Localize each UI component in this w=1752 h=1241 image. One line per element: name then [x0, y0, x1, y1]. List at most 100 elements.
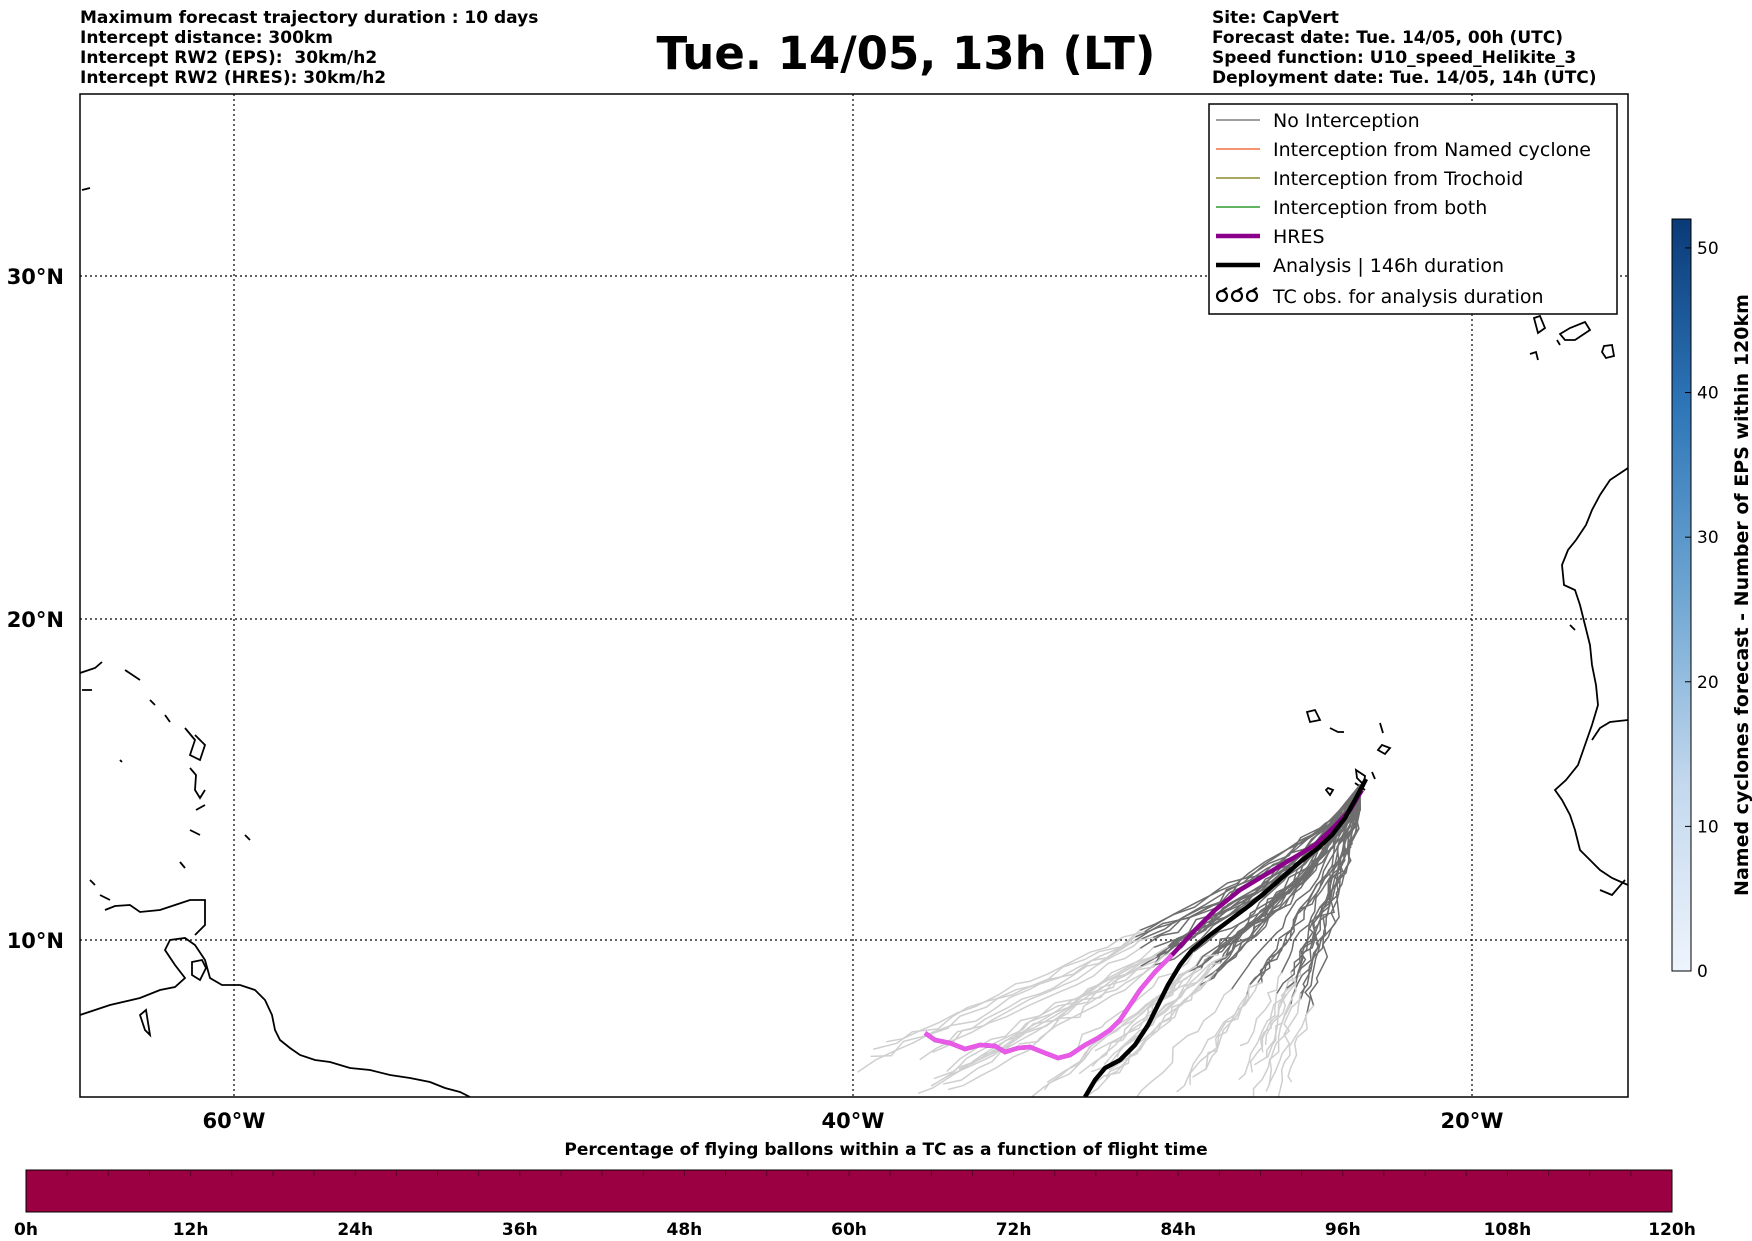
eps-trajectory	[1249, 987, 1287, 1073]
eps-trajectory	[1189, 984, 1251, 1085]
colorbar-right-tick-label: 10	[1697, 817, 1719, 837]
eps-trajectory	[1167, 784, 1361, 948]
colorbar-bottom-tick-label: 48h	[667, 1220, 703, 1240]
intercept-eps-text: Intercept RW2 (EPS): 30km/h2	[80, 48, 378, 68]
coast-caribbean-islands	[80, 661, 251, 936]
lat-tick-10n: 10°N	[7, 929, 64, 953]
eps-trajectory	[1205, 982, 1259, 1071]
lat-tick-20n: 20°N	[7, 608, 64, 632]
colorbar-bottom: 0h 12h 24h 36h 48h 60h 72h 84h 96h 108h 120h	[14, 1169, 1696, 1240]
coast-africa	[1553, 467, 1628, 897]
coast-small-island	[81, 187, 91, 191]
cyclone-symbol-icon	[1215, 287, 1259, 303]
eps-trajectory	[1239, 972, 1283, 1047]
colorbar-right-tick-label: 30	[1697, 528, 1719, 548]
eps-trajectory	[1277, 1012, 1308, 1097]
eps-trajectory	[1238, 993, 1278, 1080]
eps-trajectory	[1267, 977, 1297, 1058]
speed-function-text: Speed function: U10_speed_Helikite_3	[1212, 48, 1577, 68]
colorbar-right-tick-label: 50	[1697, 239, 1719, 259]
colorbar-bottom-tick-label: 36h	[502, 1220, 538, 1240]
eps-trajectory	[1259, 784, 1361, 984]
legend-label-hres: HRES	[1273, 226, 1325, 248]
colorbar-bottom-tick-label: 108h	[1484, 1220, 1532, 1240]
eps-trajectory	[1093, 977, 1206, 1086]
eps-trajectory	[1256, 784, 1361, 984]
page-title: Tue. 14/05, 13h (LT)	[656, 27, 1156, 80]
max-duration-text: Maximum forecast trajectory duration : 1…	[80, 8, 539, 28]
eps-trajectory	[1254, 982, 1297, 1066]
eps-trajectory	[1192, 981, 1263, 1078]
legend-label-no-interception: No Interception	[1273, 110, 1420, 132]
legend-label-tc-obs: TC obs. for analysis duration	[1272, 286, 1544, 308]
colorbar-bottom-tick-label: 120h	[1648, 1220, 1696, 1240]
eps-trajectory	[971, 945, 1169, 1063]
legend-label-trochoid: Interception from Trochoid	[1273, 168, 1523, 190]
intercept-hres-text: Intercept RW2 (HRES): 30km/h2	[80, 68, 387, 88]
coast-trinidad	[191, 958, 208, 982]
map-frame	[79, 93, 1629, 1098]
eps-trajectory	[1091, 960, 1208, 1067]
coast-south-america	[80, 937, 471, 1097]
colorbar-right-tick-label: 0	[1697, 962, 1708, 982]
eps-trajectory	[933, 956, 1153, 1080]
hres-trajectory-tail	[923, 953, 1174, 1061]
lon-tick-40w: 40°W	[822, 1109, 885, 1133]
eps-trajectory	[917, 959, 1160, 1094]
coast-canary	[1529, 314, 1616, 361]
header-left: Maximum forecast trajectory duration : 1…	[80, 8, 538, 88]
analysis-trajectory	[1083, 777, 1368, 1097]
legend-label-named-cyclone: Interception from Named cyclone	[1273, 139, 1591, 161]
eps-trajectory	[1299, 784, 1361, 995]
eps-trajectory	[1135, 988, 1233, 1097]
lon-tick-60w: 60°W	[203, 1109, 266, 1133]
colorbar-bottom-tick-label: 0h	[14, 1220, 38, 1240]
eps-trajectory	[1151, 784, 1361, 939]
legend: No Interception Interception from Named …	[1208, 103, 1618, 315]
eps-trajectory	[947, 964, 1155, 1091]
eps-trajectory	[886, 931, 1145, 1043]
colorbar-right-gradient	[1671, 218, 1692, 972]
lat-tick-30n: 30°N	[7, 265, 64, 289]
legend-label-analysis: Analysis | 146h duration	[1273, 255, 1504, 277]
legend-box	[1208, 103, 1618, 315]
colorbar-right-label: Named cyclones forecast - Number of EPS …	[1731, 294, 1752, 896]
eps-trajectory	[1044, 970, 1189, 1091]
colorbar-right-tick-label: 40	[1697, 384, 1719, 404]
eps-trajectory	[1143, 784, 1361, 933]
colorbar-bottom-tick-label: 24h	[337, 1220, 373, 1240]
coast-maracaibo	[138, 1008, 152, 1038]
colorbar-bottom-tick-label: 84h	[1160, 1220, 1196, 1240]
eps-trajectory	[1265, 998, 1302, 1092]
legend-label-both: Interception from both	[1273, 197, 1487, 219]
colorbar-right: 0 10 20 30 40 50 Named cyclones forecast - Nu…	[1671, 218, 1752, 982]
header-right: Site: CapVert Forecast date: Tue. 14/05,…	[1212, 8, 1597, 88]
deployment-date-text: Deployment date: Tue. 14/05, 14h (UTC)	[1212, 68, 1597, 88]
intercept-distance-text: Intercept distance: 300km	[80, 28, 333, 48]
colorbar-right-tick-label: 20	[1697, 673, 1719, 693]
colorbar-bottom-tick-label: 60h	[831, 1220, 867, 1240]
eps-trajectory	[1230, 784, 1361, 991]
colorbar-bottom-fill	[25, 1169, 1673, 1213]
eps-trajectory	[1116, 962, 1221, 1058]
lon-tick-20w: 20°W	[1441, 1109, 1504, 1133]
colorbar-bottom-tick-label: 72h	[996, 1220, 1032, 1240]
eps-trajectory	[1308, 784, 1361, 1007]
eps-trajectory	[1259, 971, 1295, 1053]
eps-trajectory	[1280, 784, 1361, 974]
coastlines	[80, 187, 1628, 1097]
eps-trajectory	[1294, 784, 1361, 979]
eps-trajectory	[945, 936, 1154, 1046]
colorbar-bottom-tick-label: 96h	[1325, 1220, 1361, 1240]
colorbar-bottom-tick-label: 12h	[173, 1220, 209, 1240]
colorbar-bottom-title: Percentage of flying ballons within a TC…	[564, 1140, 1208, 1160]
eps-trajectory	[1287, 1004, 1315, 1083]
eps-trajectory	[1268, 993, 1302, 1085]
eps-trajectory	[857, 942, 1132, 1073]
forecast-date-text: Forecast date: Tue. 14/05, 00h (UTC)	[1212, 28, 1563, 48]
site-text: Site: CapVert	[1212, 8, 1339, 28]
eps-trajectory	[1108, 970, 1217, 1071]
eps-trajectories	[857, 784, 1362, 1097]
eps-trajectory	[1209, 784, 1361, 980]
